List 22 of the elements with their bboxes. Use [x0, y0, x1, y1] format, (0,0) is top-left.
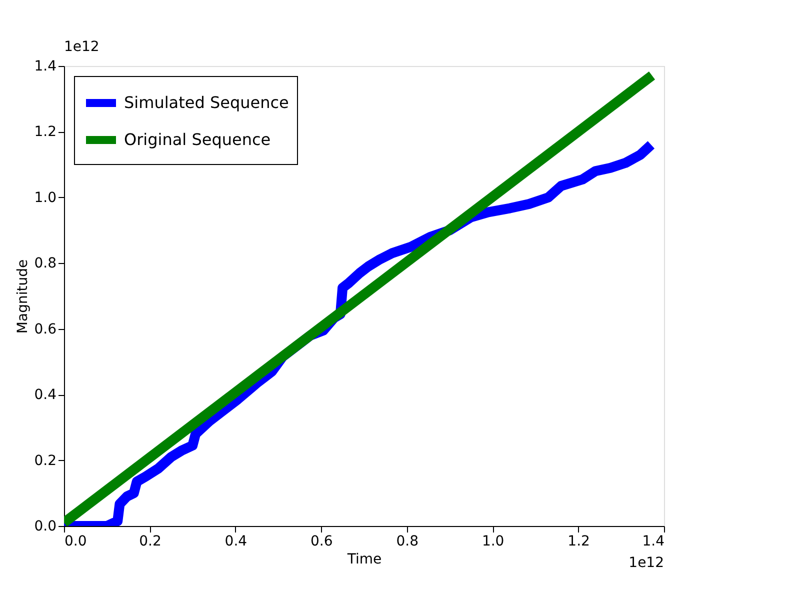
y-tick-label: 0.2: [34, 452, 56, 469]
x-axis-title: Time: [346, 552, 382, 568]
text: 1e12: [628, 555, 664, 571]
legend-label: Original Sequence: [124, 130, 271, 149]
y-tick-label: 0.6: [34, 321, 57, 338]
y-tick-label: 1.0: [34, 190, 56, 206]
x-tick-label: 0.6: [310, 534, 333, 550]
x-tick-label: 1.2: [568, 534, 590, 550]
x-tick-label: 1.4: [642, 534, 665, 550]
legend-label: Simulated Sequence: [124, 93, 289, 112]
x-tick-label: 0.0: [64, 534, 87, 550]
y-tick-label: 0.0: [34, 518, 56, 534]
text: 1e12: [64, 39, 100, 55]
x-tick-label: 0.8: [396, 534, 418, 550]
y-tick-label: 1.2: [34, 124, 56, 140]
y-tick-label: 1.4: [34, 58, 57, 74]
y-axis-title: Magnitude: [15, 259, 32, 334]
x-tick-label: 0.4: [224, 534, 248, 550]
x-tick-label: 0.2: [139, 534, 162, 550]
y-tick-label: 0.4: [34, 387, 57, 404]
y-tick-label: 0.8: [34, 256, 56, 272]
x-tick-label: 1.0: [482, 534, 504, 550]
